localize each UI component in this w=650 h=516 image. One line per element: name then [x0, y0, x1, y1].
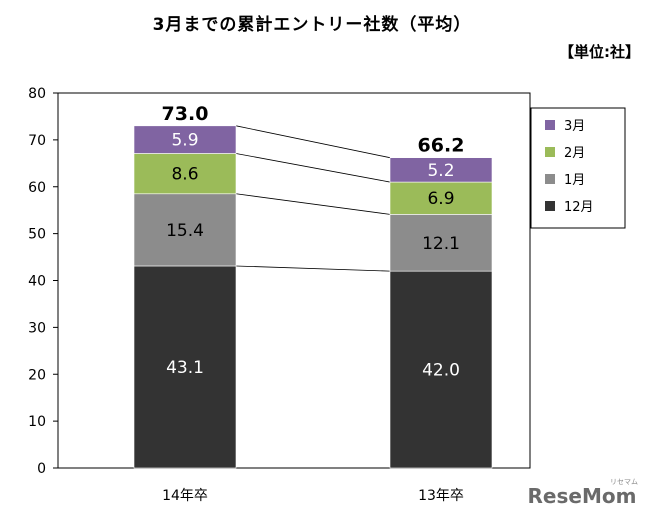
x-category-label: 14年卒 — [162, 488, 208, 504]
data-label: 42.0 — [422, 361, 460, 381]
legend-label: 3月 — [564, 119, 585, 134]
connector-line — [235, 193, 391, 215]
legend-label: 12月 — [564, 200, 594, 215]
bars — [133, 125, 493, 469]
total-label: 66.2 — [418, 135, 465, 157]
legend: 3月 2月 1月 12月 — [530, 107, 626, 229]
legend-swatch — [545, 174, 555, 184]
y-axis: 0 10 20 30 40 50 60 70 80 — [28, 86, 58, 477]
legend-swatch — [545, 120, 555, 130]
data-label: 12.1 — [422, 234, 460, 254]
watermark-subtext: リセマム — [610, 478, 638, 486]
y-tick-label: 80 — [28, 86, 46, 102]
chart-title: 3月までの累計エントリー社数（平均） — [153, 14, 472, 35]
x-axis: 14年卒 13年卒 — [162, 488, 464, 504]
y-tick-label: 60 — [28, 180, 46, 196]
y-tick-label: 70 — [28, 133, 46, 149]
bar-segment-b-0 — [389, 270, 493, 469]
y-tick-label: 40 — [28, 274, 46, 290]
y-tick-label: 50 — [28, 227, 46, 243]
total-label: 73.0 — [162, 103, 209, 125]
x-category-label: 13年卒 — [418, 488, 464, 504]
data-label: 6.9 — [427, 189, 454, 209]
legend-label: 1月 — [564, 173, 585, 188]
data-label: 8.6 — [171, 165, 198, 185]
y-tick-label: 10 — [28, 414, 46, 430]
data-label: 15.4 — [166, 221, 204, 241]
bar-segment-a-3 — [133, 125, 237, 154]
data-label: 5.2 — [427, 161, 454, 181]
watermark: ReseMom リセマム — [528, 478, 638, 508]
data-label: 43.1 — [166, 358, 204, 378]
bar-segment-a-0 — [133, 265, 237, 469]
y-tick-label: 0 — [37, 461, 46, 477]
connector-lines — [235, 125, 391, 272]
data-label: 5.9 — [171, 131, 198, 151]
connector-line — [235, 153, 391, 183]
bar-segment-a-1 — [133, 193, 237, 267]
connector-line — [235, 265, 391, 272]
unit-label: 【単位:社】 — [559, 43, 640, 61]
connector-line — [235, 125, 391, 159]
legend-swatch — [545, 147, 555, 157]
bar-segment-b-2 — [389, 181, 493, 215]
bar-segment-b-1 — [389, 214, 493, 272]
y-tick-label: 20 — [28, 367, 46, 383]
watermark-text: ReseMom — [528, 484, 637, 508]
bar-segment-b-3 — [389, 157, 493, 183]
legend-label: 2月 — [564, 146, 585, 161]
segment-labels: 43.1 15.4 8.6 5.9 73.0 42.0 12.1 6.9 5.2 66.2 — [162, 103, 465, 381]
legend-swatch — [545, 201, 555, 211]
y-tick-label: 30 — [28, 320, 46, 336]
